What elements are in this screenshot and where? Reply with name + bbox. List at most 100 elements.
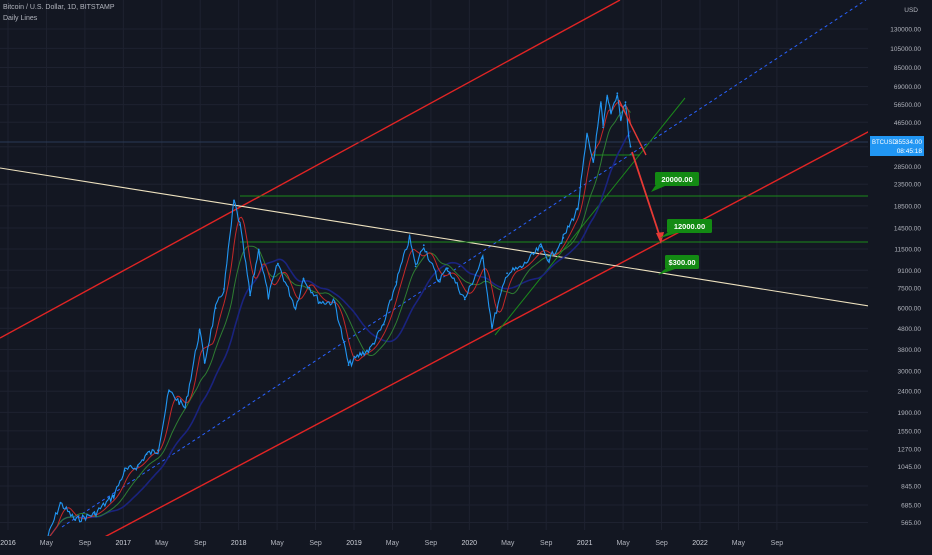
badge-pointer bbox=[660, 233, 677, 238]
y-tick-label: 1270.00 bbox=[898, 447, 922, 454]
badge-box bbox=[655, 172, 699, 186]
price-point bbox=[359, 353, 361, 356]
price-point bbox=[520, 266, 523, 269]
price-point bbox=[382, 323, 385, 326]
moving-average-slow bbox=[45, 130, 632, 542]
x-tick-label: Sep bbox=[309, 540, 322, 547]
last-price-box bbox=[870, 136, 924, 156]
price-point bbox=[319, 301, 321, 304]
price-point bbox=[606, 96, 609, 99]
price-point bbox=[257, 248, 260, 251]
y-tick-label: 1045.00 bbox=[898, 464, 922, 471]
moving-average-fast bbox=[45, 101, 631, 542]
time-axis-bg bbox=[0, 536, 868, 550]
y-tick-label: 3000.00 bbox=[898, 369, 922, 376]
price-point bbox=[422, 244, 425, 247]
price-point bbox=[277, 262, 279, 265]
price-point bbox=[145, 453, 148, 455]
price-point bbox=[112, 494, 115, 497]
axis-unit-label: USD bbox=[904, 7, 918, 14]
badge-pointer bbox=[651, 186, 665, 192]
y-tick-label: 7500.00 bbox=[898, 285, 922, 292]
badge-20000: 20000.00 bbox=[651, 172, 699, 192]
badge-label: $300.00 bbox=[668, 258, 695, 267]
last-price-value: 35534.00 bbox=[895, 139, 922, 146]
price-point bbox=[347, 364, 350, 366]
price-point bbox=[233, 199, 235, 202]
y-tick-label: 6000.00 bbox=[898, 306, 922, 313]
price-series bbox=[45, 92, 632, 542]
price-point bbox=[446, 267, 449, 270]
price-point bbox=[576, 207, 579, 210]
y-tick-label: 1900.00 bbox=[898, 410, 922, 417]
price-point bbox=[548, 259, 550, 261]
price-point bbox=[249, 294, 252, 297]
y-tick-label: 46500.00 bbox=[894, 120, 921, 127]
x-tick-label: 2018 bbox=[231, 540, 247, 547]
x-tick-label: 2020 bbox=[462, 540, 478, 547]
projection-arrow bbox=[631, 151, 662, 241]
price-point bbox=[74, 519, 77, 521]
channel-upper-line bbox=[0, 0, 621, 339]
y-tick-label: 28500.00 bbox=[894, 164, 921, 171]
x-tick-label: May bbox=[501, 540, 515, 547]
price-point bbox=[629, 145, 632, 148]
y-tick-label: 85000.00 bbox=[894, 65, 921, 72]
last-price-symbol: BTCUSD bbox=[872, 140, 897, 146]
channel-midline-dashed bbox=[61, 0, 867, 528]
price-point bbox=[123, 469, 126, 472]
badge-label: 12000.00 bbox=[674, 222, 705, 231]
price-point bbox=[136, 465, 139, 468]
x-tick-label: May bbox=[616, 540, 630, 547]
price-point bbox=[157, 449, 159, 452]
price-axis-bg bbox=[868, 0, 932, 550]
price-point bbox=[506, 272, 508, 275]
badge-label: 20000.00 bbox=[661, 175, 692, 184]
y-tick-label: 105000.00 bbox=[890, 46, 921, 53]
y-tick-label: 11500.00 bbox=[894, 247, 921, 254]
y-tick-label: 23500.00 bbox=[894, 182, 921, 189]
x-tick-label: 2017 bbox=[116, 540, 132, 547]
y-tick-label: 565.00 bbox=[901, 520, 921, 527]
price-point bbox=[223, 288, 225, 290]
price-point bbox=[481, 257, 484, 260]
price-point bbox=[619, 118, 622, 121]
price-point bbox=[437, 279, 440, 282]
y-tick-label: 845.00 bbox=[901, 483, 921, 490]
price-point bbox=[168, 390, 170, 393]
indicator-title: Daily Lines bbox=[3, 15, 38, 22]
badge-pointer bbox=[658, 269, 675, 275]
price-point bbox=[463, 298, 466, 301]
price-point bbox=[239, 224, 241, 226]
y-tick-label: 3800.00 bbox=[898, 347, 922, 354]
price-point bbox=[203, 361, 206, 364]
badge-box bbox=[665, 255, 699, 269]
channel-lower-line bbox=[79, 97, 932, 551]
price-point bbox=[184, 406, 187, 409]
moving-averages bbox=[45, 101, 632, 542]
price-point bbox=[562, 237, 565, 239]
price-line bbox=[45, 94, 632, 542]
rising-support-line bbox=[494, 97, 686, 336]
y-tick-label: 1550.00 bbox=[898, 428, 922, 435]
badge-300: $300.00 bbox=[658, 255, 699, 275]
badge-box bbox=[667, 219, 712, 233]
price-point bbox=[214, 307, 217, 309]
x-tick-label: 2021 bbox=[577, 540, 593, 547]
x-tick-label: May bbox=[270, 540, 284, 547]
time-axis: 2016 May Sep 2017 May Sep 2018 May Sep 2019 May Sep… bbox=[0, 536, 868, 550]
x-tick-label: May bbox=[732, 540, 746, 547]
price-point bbox=[624, 101, 627, 104]
price-point bbox=[610, 111, 612, 113]
price-point bbox=[592, 161, 595, 163]
price-point bbox=[59, 502, 62, 504]
y-tick-label: 9100.00 bbox=[898, 268, 922, 275]
y-tick-label: 685.00 bbox=[901, 503, 921, 510]
badge-12000: 12000.00 bbox=[660, 219, 712, 238]
last-price-countdown: 08:45:18 bbox=[897, 148, 923, 155]
x-tick-label: 2019 bbox=[346, 540, 362, 547]
